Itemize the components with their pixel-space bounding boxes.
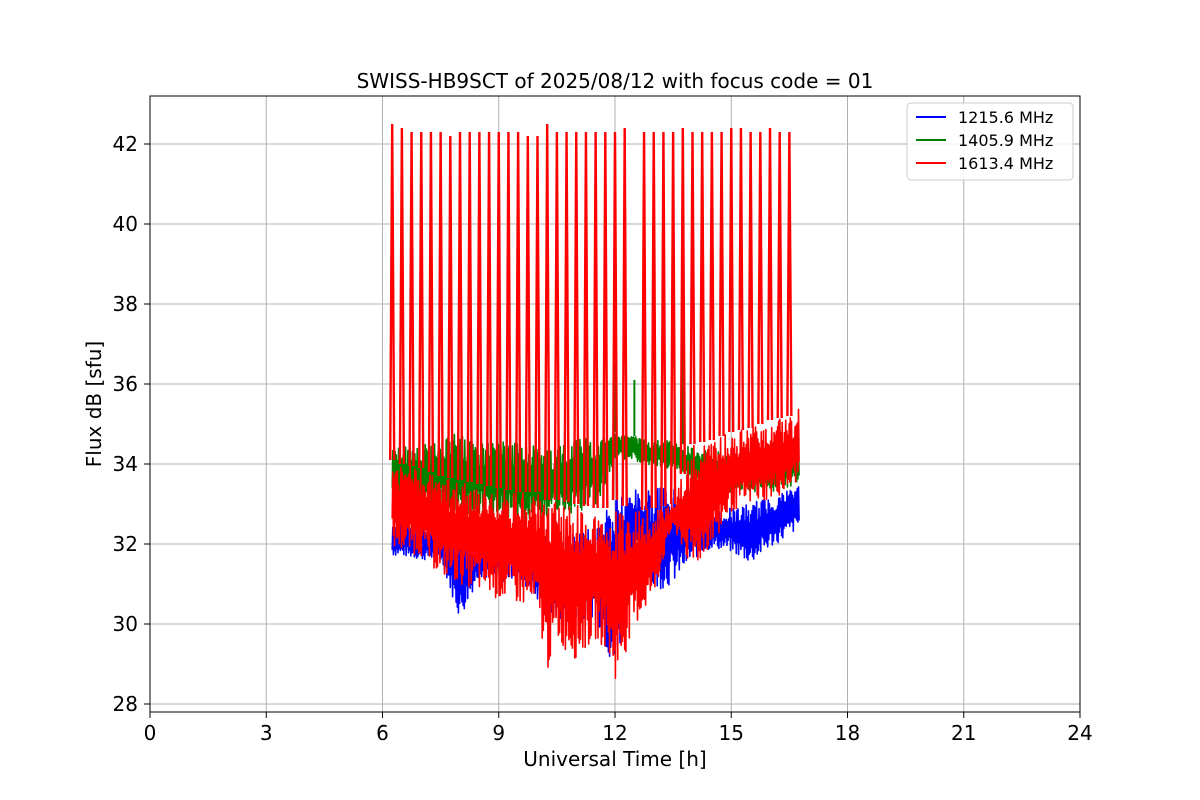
y-tick-label: 32 — [113, 532, 138, 556]
legend: 1215.6 MHz 1405.9 MHz 1613.4 MHz — [907, 103, 1073, 180]
y-tick-label: 38 — [113, 292, 138, 316]
legend-entry-series-2: 1613.4 MHz — [958, 154, 1053, 173]
y-tick-label: 40 — [113, 212, 138, 236]
x-tick-label: 3 — [260, 721, 273, 745]
x-tick-label: 21 — [951, 721, 976, 745]
x-tick-label: 18 — [835, 721, 860, 745]
y-tick-label: 42 — [113, 132, 138, 156]
y-tick-label: 30 — [113, 612, 138, 636]
y-axis-label: Flux dB [sfu] — [82, 341, 106, 467]
y-tick-label: 34 — [113, 452, 138, 476]
y-tick-label: 28 — [113, 692, 138, 716]
x-tick-label: 24 — [1067, 721, 1092, 745]
x-tick-label: 0 — [144, 721, 157, 745]
y-tick-label: 36 — [113, 372, 138, 396]
x-axis-label: Universal Time [h] — [523, 747, 706, 771]
x-tick-label: 6 — [376, 721, 389, 745]
x-tick-label: 15 — [719, 721, 744, 745]
x-tick-label: 9 — [492, 721, 505, 745]
x-tick-label: 12 — [602, 721, 627, 745]
chart: 0 3 6 9 12 15 18 21 24 2830323436384042 SWISS-HB… — [0, 0, 1200, 800]
legend-entry-series-0: 1215.6 MHz — [958, 108, 1053, 127]
legend-entry-series-1: 1405.9 MHz — [958, 131, 1053, 150]
chart-title: SWISS-HB9SCT of 2025/08/12 with focus co… — [357, 69, 874, 93]
